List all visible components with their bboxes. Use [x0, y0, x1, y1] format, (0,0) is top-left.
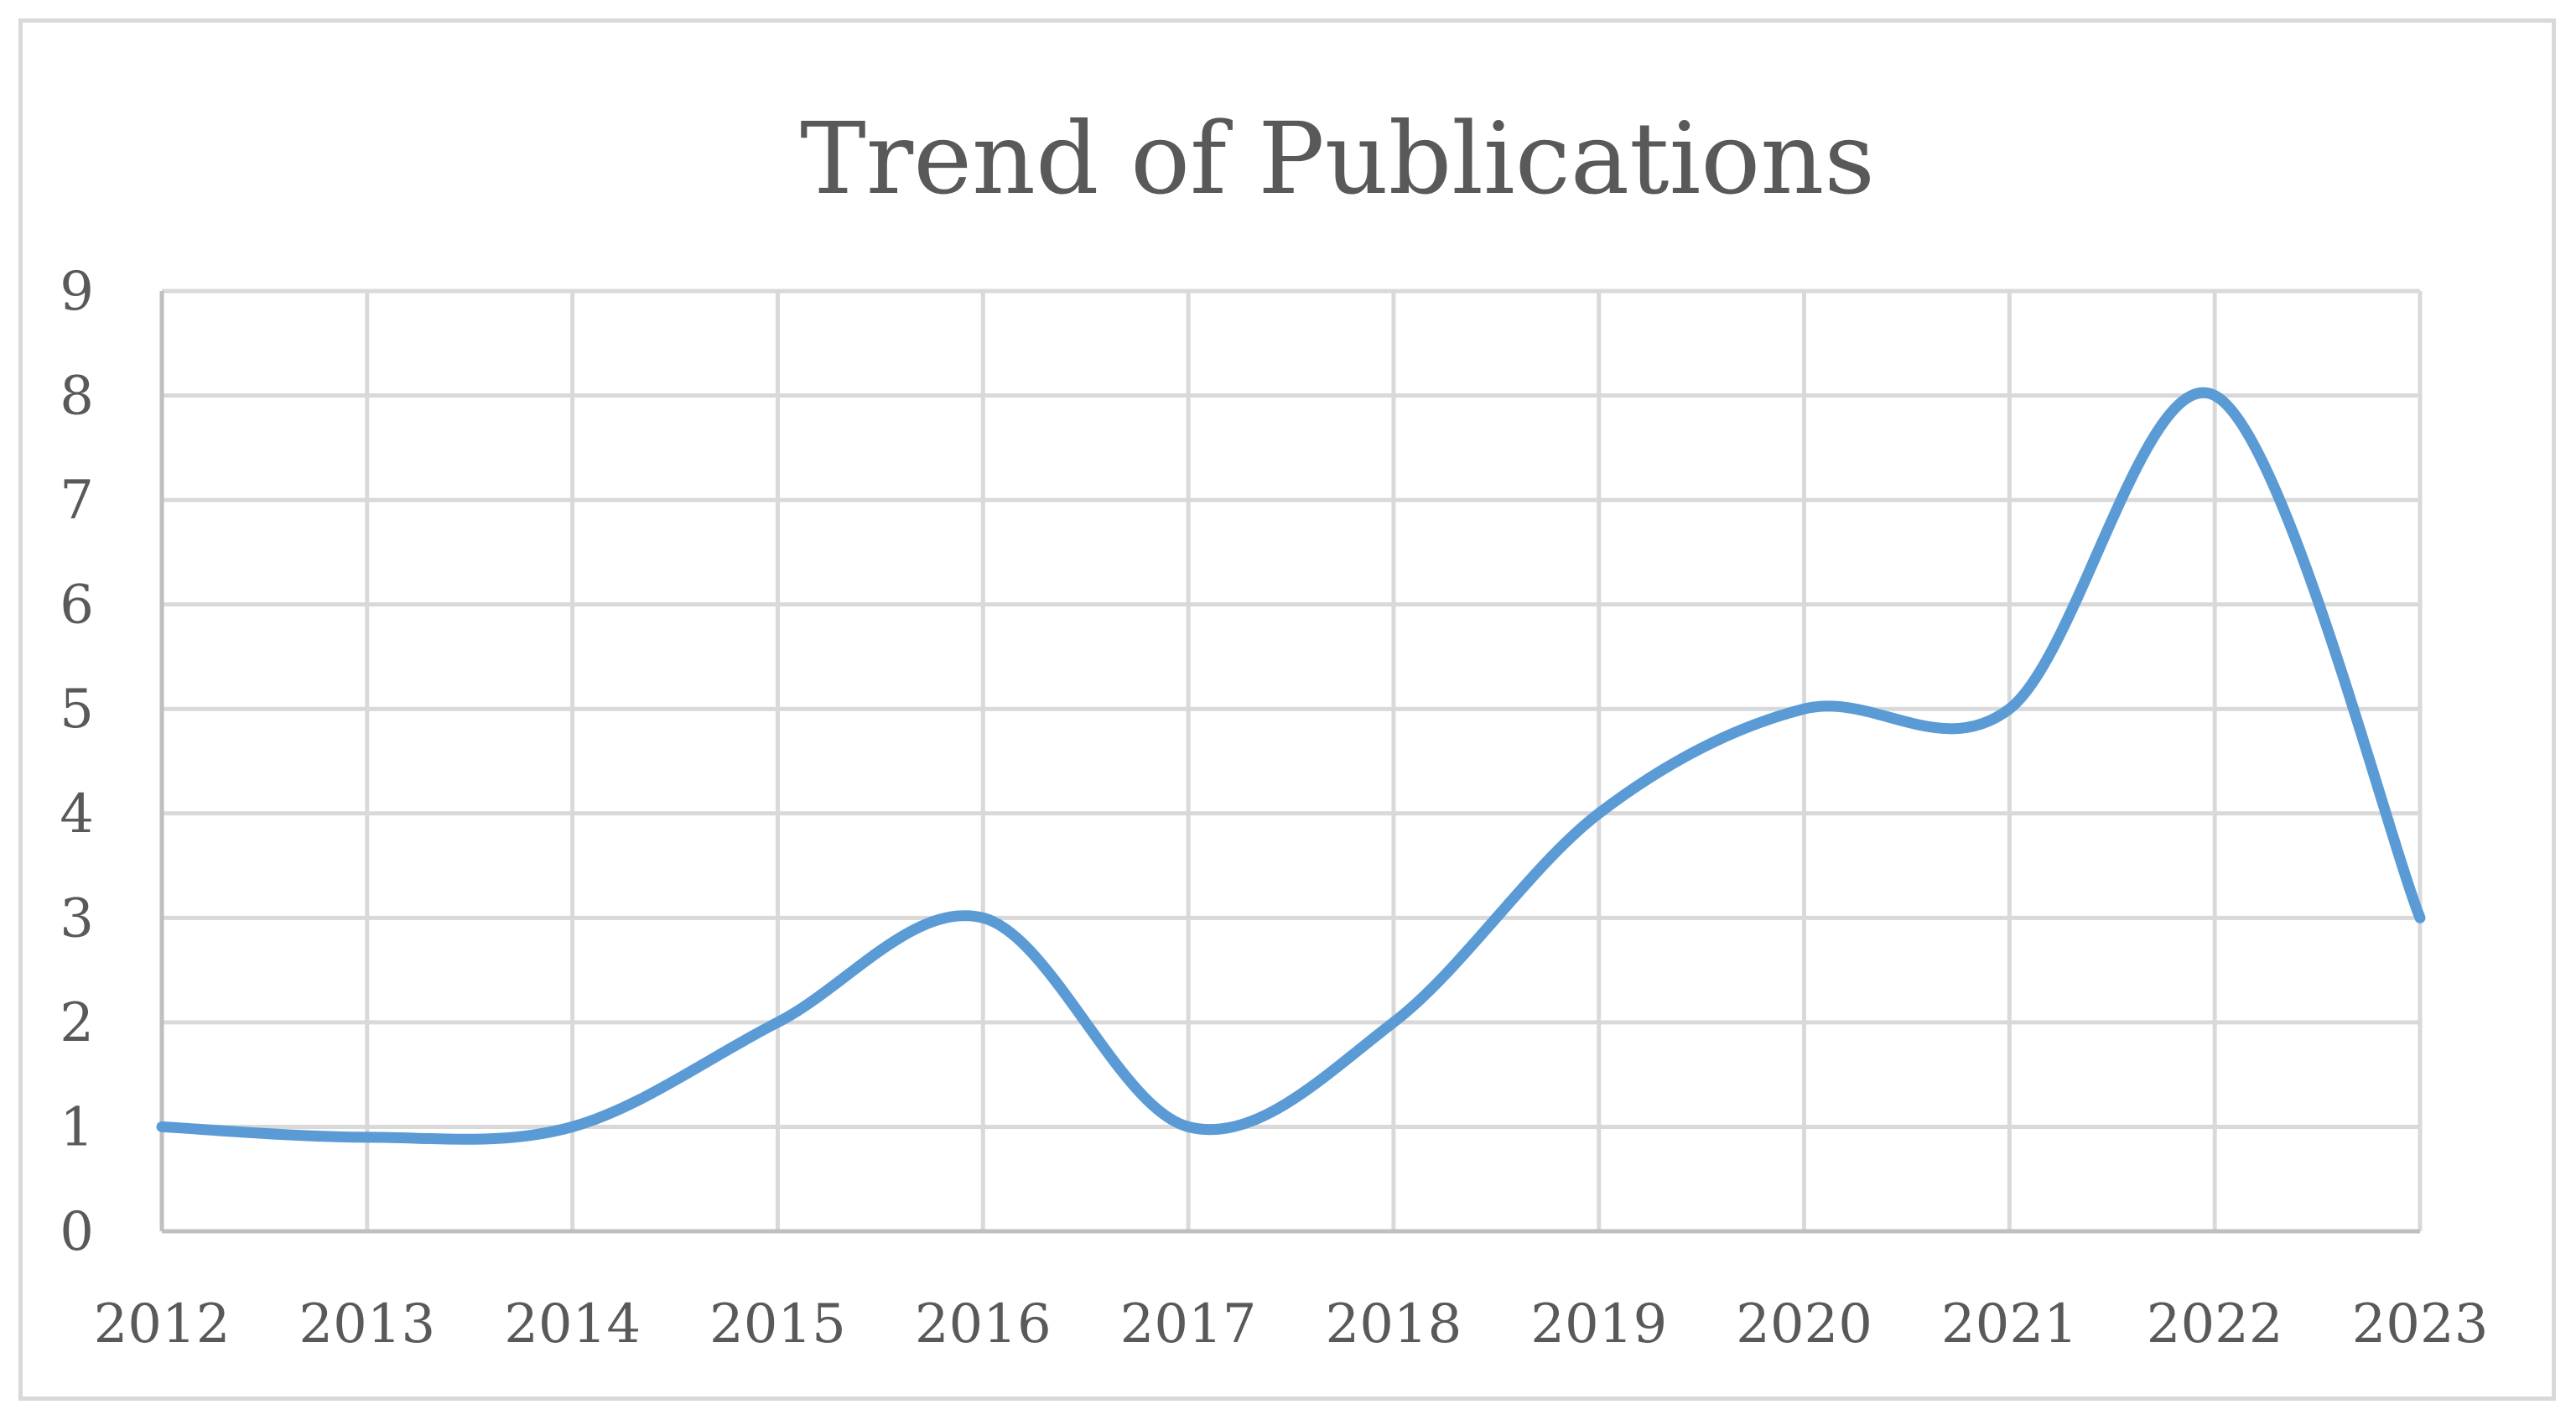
series-line [156, 387, 2426, 1145]
x-tick-label: 2018 [1325, 1293, 1462, 1355]
x-tick-label: 2014 [504, 1293, 641, 1355]
x-tick-label: 2016 [915, 1293, 1052, 1355]
y-tick-label: 0 [60, 1201, 94, 1263]
y-tick-label: 6 [60, 575, 94, 637]
axes [159, 291, 2420, 1234]
x-tick-label: 2012 [94, 1293, 231, 1355]
grid-lines [162, 289, 2423, 1231]
x-axis-ticks: 2012 2013 2014 2015 2016 2017 2018 2019 2020 2021… [94, 1293, 2489, 1355]
y-tick-label: 1 [60, 1096, 94, 1158]
chart-title: Trend of Publications [800, 101, 1875, 216]
x-tick-label: 2020 [1736, 1293, 1872, 1355]
y-tick-label: 9 [60, 261, 94, 323]
x-tick-label: 2015 [709, 1293, 846, 1355]
y-axis-ticks: 0 1 2 3 4 5 6 7 8 9 [60, 261, 94, 1263]
series-group [156, 387, 2426, 1145]
x-tick-label: 2022 [2147, 1293, 2283, 1355]
x-tick-label: 2023 [2352, 1293, 2489, 1355]
x-tick-label: 2019 [1530, 1293, 1667, 1355]
y-tick-label: 3 [60, 887, 94, 949]
y-tick-label: 7 [60, 470, 94, 532]
x-tick-label: 2017 [1120, 1293, 1257, 1355]
y-tick-label: 4 [60, 783, 94, 845]
y-tick-label: 8 [60, 366, 94, 428]
y-tick-label: 5 [60, 679, 94, 741]
y-tick-label: 2 [60, 992, 94, 1054]
x-tick-label: 2021 [1941, 1293, 2078, 1355]
x-tick-label: 2013 [299, 1293, 435, 1355]
